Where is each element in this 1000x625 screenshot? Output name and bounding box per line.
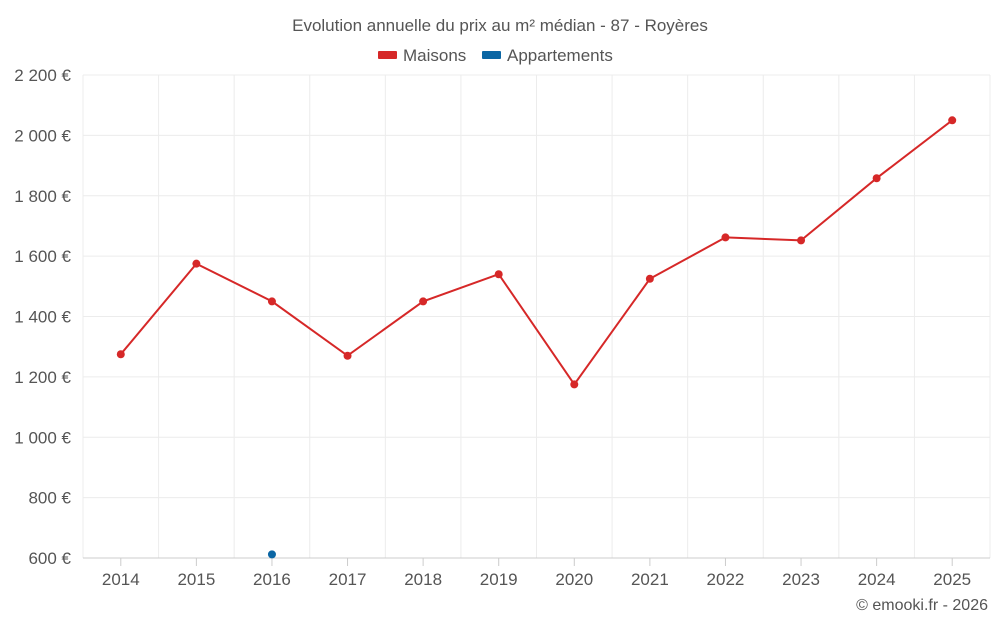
data-point-maisons[interactable]	[721, 233, 730, 242]
data-point-maisons[interactable]	[267, 297, 276, 306]
x-tick-label: 2023	[782, 570, 820, 589]
data-point-maisons[interactable]	[570, 380, 579, 389]
x-tick-label: 2015	[177, 570, 215, 589]
data-point-maisons[interactable]	[116, 350, 125, 359]
x-tick-label: 2018	[404, 570, 442, 589]
x-tick-label: 2020	[555, 570, 593, 589]
data-point-maisons[interactable]	[948, 116, 957, 125]
x-tick-label: 2022	[707, 570, 745, 589]
data-point-maisons[interactable]	[645, 274, 654, 283]
data-point-maisons[interactable]	[343, 351, 352, 360]
series-maisons	[116, 116, 957, 389]
legend-label-maisons: Maisons	[403, 46, 466, 65]
x-tick-label: 2025	[933, 570, 971, 589]
legend-label-appartements: Appartements	[507, 46, 613, 65]
series-appartements	[267, 550, 276, 559]
series-line-maisons	[120, 119, 953, 387]
data-point-maisons[interactable]	[192, 259, 201, 268]
y-tick-label: 1 800 €	[14, 187, 71, 206]
credit-text: © emooki.fr - 2026	[856, 597, 988, 614]
y-tick-label: 1 000 €	[14, 428, 71, 447]
x-tick-label: 2017	[329, 570, 367, 589]
x-tick-label: 2019	[480, 570, 518, 589]
data-point-maisons[interactable]	[419, 297, 428, 306]
x-tick-label: 2016	[253, 570, 291, 589]
x-tick-label: 2024	[858, 570, 896, 589]
x-axis: 2014 2015 2016 2017 2018 2019 2020 2021 2022 2023…	[83, 557, 990, 589]
y-tick-label: 1 200 €	[14, 368, 71, 387]
legend-item-maisons[interactable]: Maisons	[378, 46, 466, 65]
data-point-maisons[interactable]	[797, 236, 806, 245]
legend-swatch-appartements	[482, 51, 501, 59]
chart-title: Evolution annuelle du prix au m² médian …	[292, 16, 708, 35]
grid	[82, 74, 991, 558]
x-tick-label: 2014	[102, 570, 140, 589]
legend-item-appartements[interactable]: Appartements	[482, 46, 613, 65]
data-point-maisons[interactable]	[872, 174, 881, 183]
series	[116, 116, 957, 559]
y-tick-label: 1 400 €	[14, 308, 71, 327]
legend: Maisons Appartements	[378, 46, 613, 65]
data-point-maisons[interactable]	[494, 270, 503, 279]
data-point-appartements[interactable]	[267, 550, 276, 559]
y-tick-label: 2 000 €	[14, 126, 71, 145]
y-tick-label: 800 €	[28, 489, 71, 508]
y-tick-label: 600 €	[28, 549, 71, 568]
legend-swatch-maisons	[378, 51, 397, 59]
y-tick-label: 1 600 €	[14, 247, 71, 266]
x-tick-label: 2021	[631, 570, 669, 589]
y-axis: 600 € 800 € 1 000 € 1 200 € 1 400 € 1 600 € 1 …	[14, 66, 71, 568]
y-tick-label: 2 200 €	[14, 66, 71, 85]
